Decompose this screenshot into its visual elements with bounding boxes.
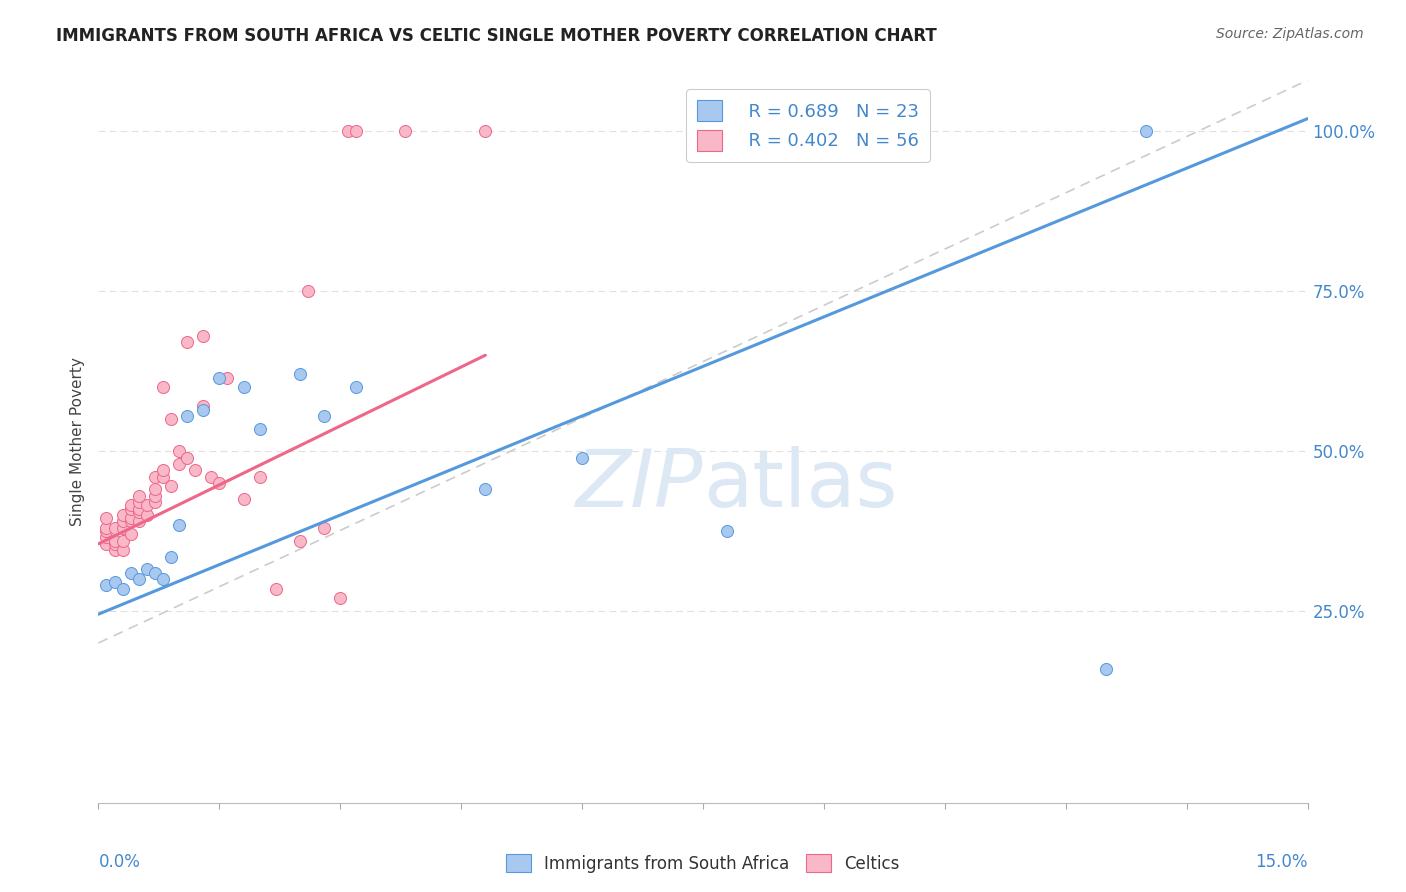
Point bbox=[232, 380, 254, 394]
Point bbox=[111, 543, 134, 558]
Legend:   R = 0.689   N = 23,   R = 0.402   N = 56: R = 0.689 N = 23, R = 0.402 N = 56 bbox=[686, 89, 929, 161]
Point bbox=[96, 531, 118, 545]
Text: Source: ZipAtlas.com: Source: ZipAtlas.com bbox=[1216, 27, 1364, 41]
Point bbox=[111, 533, 134, 548]
Point bbox=[160, 549, 183, 564]
Point bbox=[176, 450, 198, 465]
Text: IMMIGRANTS FROM SOUTH AFRICA VS CELTIC SINGLE MOTHER POVERTY CORRELATION CHART: IMMIGRANTS FROM SOUTH AFRICA VS CELTIC S… bbox=[56, 27, 936, 45]
Point bbox=[120, 511, 142, 525]
Point bbox=[176, 409, 198, 423]
Text: atlas: atlas bbox=[703, 446, 897, 524]
Point bbox=[208, 476, 231, 491]
Point bbox=[167, 517, 190, 532]
Point bbox=[474, 483, 496, 497]
Point bbox=[135, 562, 157, 576]
Point bbox=[111, 582, 134, 596]
Point bbox=[143, 483, 166, 497]
Point bbox=[167, 444, 190, 458]
Point bbox=[160, 412, 183, 426]
Point bbox=[128, 489, 150, 503]
Point bbox=[716, 524, 738, 538]
Point bbox=[135, 508, 157, 522]
Point bbox=[314, 521, 336, 535]
Point bbox=[96, 524, 118, 538]
Point bbox=[297, 285, 319, 299]
Point bbox=[128, 495, 150, 509]
Point bbox=[167, 457, 190, 471]
Point bbox=[314, 409, 336, 423]
Legend: Immigrants from South Africa, Celtics: Immigrants from South Africa, Celtics bbox=[499, 847, 907, 880]
Point bbox=[96, 578, 118, 592]
Point bbox=[152, 380, 174, 394]
Point bbox=[1095, 661, 1118, 675]
Point bbox=[103, 543, 125, 558]
Text: 0.0%: 0.0% bbox=[98, 854, 141, 871]
Point bbox=[344, 380, 367, 394]
Point bbox=[184, 463, 207, 477]
Point bbox=[103, 521, 125, 535]
Point bbox=[103, 533, 125, 548]
Point bbox=[111, 508, 134, 522]
Point bbox=[152, 572, 174, 586]
Point bbox=[96, 537, 118, 551]
Point bbox=[120, 499, 142, 513]
Point bbox=[193, 329, 215, 343]
Point bbox=[208, 370, 231, 384]
Point bbox=[232, 492, 254, 507]
Text: ZIP: ZIP bbox=[575, 446, 703, 524]
Point bbox=[120, 515, 142, 529]
Point bbox=[111, 521, 134, 535]
Point bbox=[143, 469, 166, 483]
Y-axis label: Single Mother Poverty: Single Mother Poverty bbox=[70, 357, 86, 526]
Point bbox=[96, 521, 118, 535]
Point bbox=[111, 515, 134, 529]
Point bbox=[193, 400, 215, 414]
Point bbox=[128, 505, 150, 519]
Point bbox=[152, 463, 174, 477]
Point bbox=[249, 422, 271, 436]
Point bbox=[474, 124, 496, 138]
Point bbox=[1135, 124, 1157, 138]
Point bbox=[128, 501, 150, 516]
Point bbox=[120, 566, 142, 580]
Point bbox=[200, 469, 222, 483]
Point bbox=[217, 370, 239, 384]
Point bbox=[337, 124, 360, 138]
Point bbox=[152, 469, 174, 483]
Point bbox=[143, 495, 166, 509]
Point bbox=[176, 335, 198, 350]
Point bbox=[329, 591, 352, 606]
Point bbox=[120, 527, 142, 541]
Point bbox=[143, 566, 166, 580]
Point bbox=[394, 124, 416, 138]
Point bbox=[103, 537, 125, 551]
Point bbox=[193, 402, 215, 417]
Point bbox=[571, 450, 593, 465]
Point bbox=[288, 368, 311, 382]
Point bbox=[103, 575, 125, 590]
Point bbox=[135, 499, 157, 513]
Point bbox=[120, 501, 142, 516]
Point bbox=[264, 582, 287, 596]
Point bbox=[344, 124, 367, 138]
Point bbox=[128, 515, 150, 529]
Point bbox=[249, 469, 271, 483]
Point bbox=[288, 533, 311, 548]
Point bbox=[96, 511, 118, 525]
Text: 15.0%: 15.0% bbox=[1256, 854, 1308, 871]
Point bbox=[143, 489, 166, 503]
Point bbox=[128, 572, 150, 586]
Point bbox=[160, 479, 183, 493]
